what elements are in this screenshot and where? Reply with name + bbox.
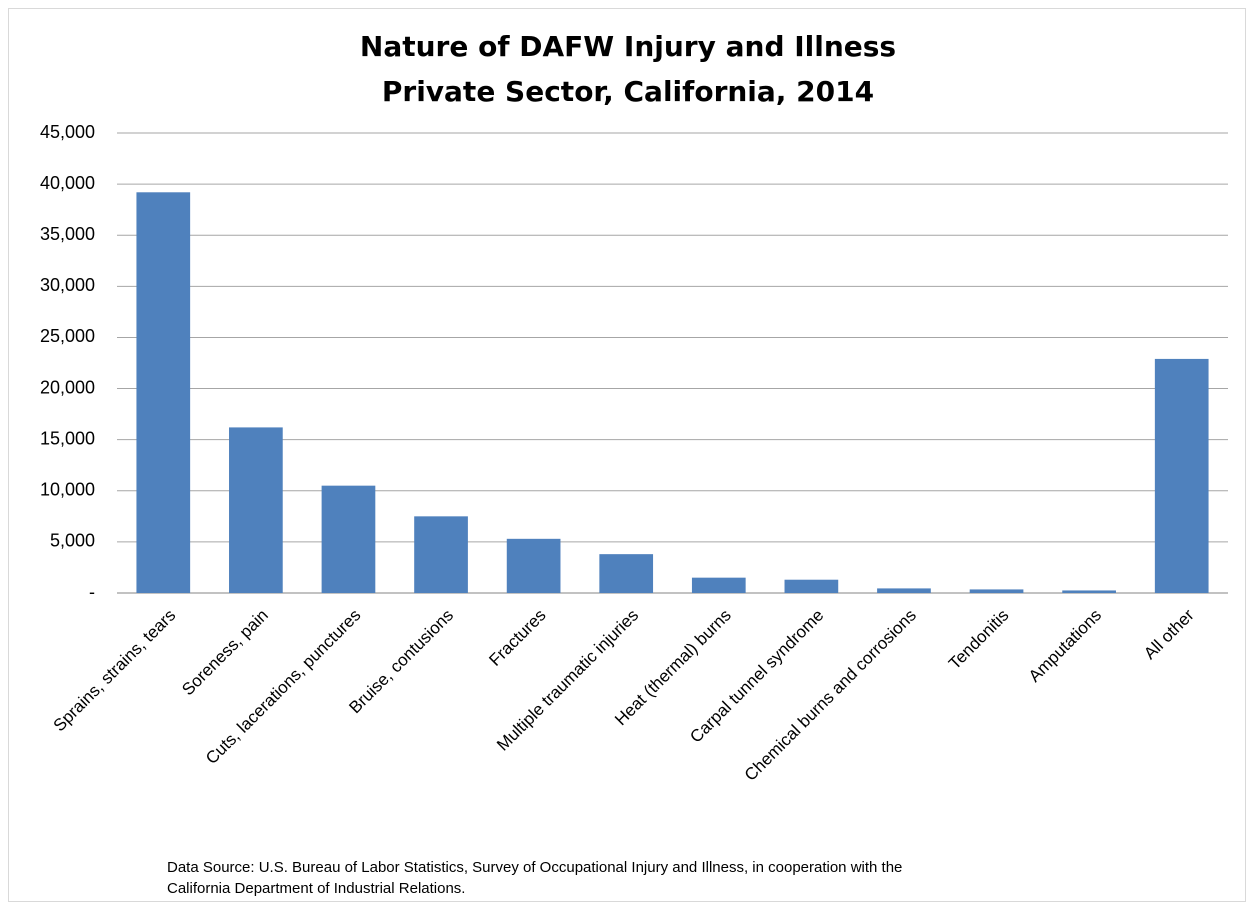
x-tick-label: Sprains, strains, tears bbox=[50, 606, 180, 736]
x-tick-label: Tendonitis bbox=[945, 606, 1013, 674]
y-tick-label: 20,000 bbox=[40, 377, 95, 397]
chart-frame bbox=[8, 8, 1246, 902]
x-tick-label: Bruise, contusions bbox=[345, 606, 457, 718]
source-note: Data Source: U.S. Bureau of Labor Statis… bbox=[167, 859, 902, 876]
y-tick-label: 35,000 bbox=[40, 224, 95, 244]
bar bbox=[414, 516, 468, 593]
y-tick-label: 10,000 bbox=[40, 480, 95, 500]
bar bbox=[784, 579, 839, 593]
bar bbox=[136, 192, 191, 594]
y-tick-label: 5,000 bbox=[50, 531, 95, 551]
bar bbox=[599, 554, 654, 593]
chart-title: Nature of DAFW Injury and Illness bbox=[360, 30, 896, 63]
bar bbox=[1062, 590, 1116, 593]
x-tick-label: Soreness, pain bbox=[178, 606, 272, 700]
bar bbox=[969, 589, 1024, 593]
y-tick-label: 30,000 bbox=[40, 275, 95, 295]
x-tick-label: All other bbox=[1140, 605, 1198, 663]
bar bbox=[1154, 358, 1209, 593]
source-note: California Department of Industrial Rela… bbox=[167, 880, 465, 897]
bar bbox=[229, 427, 283, 593]
bar bbox=[506, 538, 561, 593]
x-tick-label: Chemical burns and corrosions bbox=[741, 606, 920, 785]
y-tick-label: 45,000 bbox=[40, 122, 95, 142]
x-tick-label: Amputations bbox=[1025, 606, 1105, 686]
y-tick-label: 25,000 bbox=[40, 326, 95, 346]
y-tick-label: 40,000 bbox=[40, 173, 95, 193]
bar bbox=[691, 577, 746, 593]
chart-subtitle: Private Sector, California, 2014 bbox=[382, 75, 874, 108]
x-tick-label: Cuts, lacerations, punctures bbox=[202, 606, 364, 768]
y-tick-label: - bbox=[89, 582, 95, 602]
bar bbox=[321, 485, 376, 593]
x-tick-label: Fractures bbox=[485, 606, 549, 670]
y-tick-label: 15,000 bbox=[40, 428, 95, 448]
bar bbox=[877, 588, 931, 593]
